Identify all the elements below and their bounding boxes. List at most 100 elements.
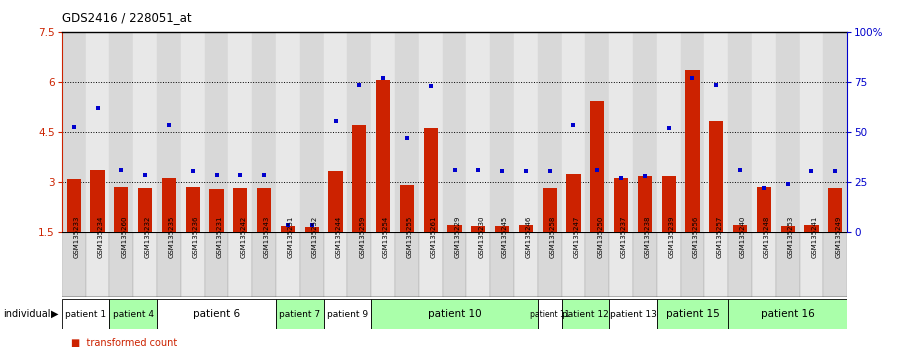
Bar: [704, 232, 728, 297]
Bar: [609, 232, 633, 297]
Point: [400, 135, 415, 141]
Text: GSM135229: GSM135229: [454, 216, 461, 258]
Bar: [800, 32, 824, 232]
Text: GSM135241: GSM135241: [812, 216, 817, 258]
Bar: [157, 299, 276, 329]
Text: GSM135247: GSM135247: [574, 216, 580, 258]
Bar: [347, 32, 371, 232]
Point: [209, 172, 224, 177]
Bar: [371, 232, 395, 297]
Bar: [138, 188, 152, 232]
Bar: [709, 121, 724, 232]
Text: GSM135259: GSM135259: [359, 216, 365, 258]
Bar: [562, 32, 585, 232]
Point: [375, 75, 390, 81]
Bar: [495, 226, 509, 232]
Bar: [300, 32, 324, 232]
Bar: [205, 232, 228, 297]
Bar: [90, 170, 105, 232]
Bar: [447, 224, 462, 232]
Bar: [134, 232, 157, 297]
Text: GSM135252: GSM135252: [312, 216, 318, 258]
Text: GSM135234: GSM135234: [97, 216, 104, 258]
Text: GSM135261: GSM135261: [431, 216, 436, 258]
Bar: [728, 299, 847, 329]
Point: [756, 185, 771, 191]
Point: [662, 125, 676, 131]
Point: [685, 75, 700, 81]
Text: GSM135254: GSM135254: [383, 216, 389, 258]
Bar: [585, 232, 609, 297]
Bar: [466, 232, 490, 297]
Text: GSM135245: GSM135245: [502, 216, 508, 258]
Bar: [419, 32, 443, 232]
Bar: [62, 299, 109, 329]
Bar: [276, 232, 300, 297]
Text: patient 1: patient 1: [65, 310, 106, 319]
Point: [471, 167, 485, 173]
Bar: [828, 188, 843, 232]
Text: patient 11: patient 11: [530, 310, 569, 319]
Bar: [109, 32, 134, 232]
Bar: [775, 32, 800, 232]
Point: [781, 181, 795, 186]
Point: [328, 118, 343, 124]
Point: [66, 124, 81, 130]
Bar: [562, 299, 609, 329]
Point: [114, 167, 128, 173]
Point: [305, 222, 319, 227]
Text: GSM135255: GSM135255: [407, 216, 413, 258]
Bar: [775, 232, 800, 297]
Bar: [228, 232, 252, 297]
Bar: [276, 32, 300, 232]
Text: GSM135243: GSM135243: [265, 216, 270, 258]
Bar: [614, 178, 628, 232]
Point: [185, 169, 200, 174]
Bar: [252, 232, 276, 297]
Bar: [685, 70, 700, 232]
Bar: [824, 32, 847, 232]
Bar: [633, 32, 657, 232]
Point: [257, 172, 272, 177]
Bar: [376, 80, 390, 232]
Text: patient 9: patient 9: [327, 310, 368, 319]
Bar: [466, 32, 490, 232]
Bar: [728, 32, 752, 232]
Point: [162, 122, 176, 127]
Text: GSM135253: GSM135253: [788, 216, 794, 258]
Bar: [371, 299, 538, 329]
Text: patient 7: patient 7: [279, 310, 320, 319]
Bar: [538, 32, 562, 232]
Point: [233, 172, 247, 177]
Bar: [424, 128, 438, 232]
Text: patient 4: patient 4: [113, 310, 154, 319]
Bar: [824, 232, 847, 297]
Bar: [185, 187, 200, 232]
Text: GSM135233: GSM135233: [74, 216, 80, 258]
Point: [352, 82, 366, 87]
Text: patient 10: patient 10: [428, 309, 481, 319]
Text: GSM135232: GSM135232: [145, 216, 151, 258]
Point: [828, 169, 843, 174]
Bar: [681, 232, 704, 297]
Bar: [347, 232, 371, 297]
Point: [709, 82, 724, 87]
Text: GSM135260: GSM135260: [121, 216, 127, 258]
Bar: [252, 32, 276, 232]
Bar: [157, 32, 181, 232]
Bar: [566, 173, 581, 232]
Bar: [638, 176, 652, 232]
Bar: [157, 232, 181, 297]
Bar: [704, 32, 728, 232]
Bar: [62, 32, 85, 232]
Text: patient 16: patient 16: [761, 309, 814, 319]
Bar: [752, 232, 775, 297]
Bar: [300, 232, 324, 297]
Bar: [514, 232, 538, 297]
Text: individual: individual: [3, 309, 50, 319]
Bar: [752, 32, 775, 232]
Bar: [209, 189, 224, 232]
Bar: [590, 101, 604, 232]
Text: patient 12: patient 12: [562, 310, 609, 319]
Text: GSM135236: GSM135236: [193, 216, 199, 258]
